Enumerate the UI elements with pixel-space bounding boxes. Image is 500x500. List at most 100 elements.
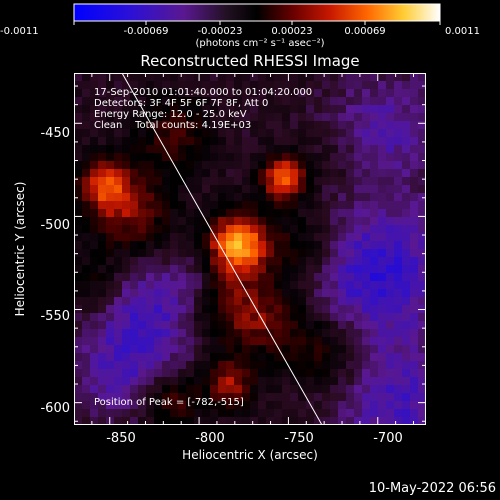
image-pixel — [178, 81, 187, 90]
image-pixel — [306, 129, 315, 138]
image-pixel — [346, 233, 355, 242]
image-pixel — [98, 409, 107, 418]
image-pixel — [90, 185, 99, 194]
image-pixel — [402, 377, 411, 386]
image-pixel — [82, 129, 91, 138]
image-pixel — [250, 409, 259, 418]
image-pixel — [114, 361, 123, 370]
image-pixel — [146, 97, 155, 106]
image-pixel — [282, 281, 291, 290]
image-pixel — [122, 161, 131, 170]
image-pixel — [82, 209, 91, 218]
image-pixel — [386, 417, 395, 425]
image-pixel — [242, 305, 251, 314]
image-pixel — [218, 417, 227, 425]
image-pixel — [138, 225, 147, 234]
image-pixel — [74, 353, 83, 362]
image-pixel — [346, 169, 355, 178]
image-pixel — [130, 321, 139, 330]
solar-image — [74, 73, 426, 425]
image-pixel — [154, 81, 163, 90]
image-pixel — [138, 145, 147, 154]
image-pixel — [362, 409, 371, 418]
image-pixel — [170, 297, 179, 306]
image-pixel — [330, 225, 339, 234]
image-pixel — [210, 321, 219, 330]
image-pixel — [122, 265, 131, 274]
image-pixel — [114, 249, 123, 258]
image-pixel — [218, 305, 227, 314]
image-pixel — [90, 289, 99, 298]
image-pixel — [362, 257, 371, 266]
image-pixel — [186, 329, 195, 338]
image-pixel — [194, 305, 203, 314]
image-pixel — [386, 201, 395, 210]
image-pixel — [322, 297, 331, 306]
image-pixel — [98, 305, 107, 314]
image-pixel — [162, 281, 171, 290]
image-pixel — [314, 369, 323, 378]
image-pixel — [378, 401, 387, 410]
image-pixel — [162, 417, 171, 425]
image-pixel — [274, 105, 283, 114]
image-pixel — [194, 153, 203, 162]
image-pixel — [106, 105, 115, 114]
image-pixel — [370, 217, 379, 226]
image-pixel — [114, 73, 123, 82]
image-pixel — [218, 241, 227, 250]
image-pixel — [354, 113, 363, 122]
image-pixel — [114, 385, 123, 394]
image-pixel — [186, 113, 195, 122]
image-pixel — [178, 305, 187, 314]
image-pixel — [162, 409, 171, 418]
image-pixel — [418, 113, 426, 122]
image-pixel — [146, 409, 155, 418]
image-pixel — [274, 113, 283, 122]
image-pixel — [122, 401, 131, 410]
image-pixel — [346, 225, 355, 234]
image-pixel — [154, 337, 163, 346]
image-pixel — [90, 385, 99, 394]
image-pixel — [354, 97, 363, 106]
image-pixel — [338, 201, 347, 210]
image-pixel — [114, 217, 123, 226]
info-detectors: Detectors: 3F 4F 5F 6F 7F 8F, Att 0 — [94, 98, 269, 109]
image-pixel — [82, 137, 91, 146]
image-pixel — [362, 233, 371, 242]
image-pixel — [82, 233, 91, 242]
image-pixel — [346, 89, 355, 98]
image-pixel — [290, 113, 299, 122]
image-pixel — [338, 177, 347, 186]
image-pixel — [154, 121, 163, 130]
image-pixel — [386, 249, 395, 258]
image-pixel — [282, 113, 291, 122]
image-pixel — [282, 265, 291, 274]
image-pixel — [410, 401, 419, 410]
image-pixel — [282, 225, 291, 234]
image-pixel — [322, 121, 331, 130]
image-pixel — [386, 377, 395, 386]
image-pixel — [274, 369, 283, 378]
image-pixel — [258, 121, 267, 130]
image-pixel — [394, 121, 403, 130]
image-pixel — [242, 137, 251, 146]
image-pixel — [178, 113, 187, 122]
image-pixel — [402, 353, 411, 362]
image-pixel — [162, 169, 171, 178]
image-pixel — [394, 89, 403, 98]
image-pixel — [402, 161, 411, 170]
image-pixel — [354, 73, 363, 82]
image-pixel — [330, 329, 339, 338]
image-pixel — [186, 105, 195, 114]
image-pixel — [386, 185, 395, 194]
image-pixel — [226, 97, 235, 106]
image-pixel — [226, 129, 235, 138]
image-pixel — [346, 417, 355, 425]
image-pixel — [98, 161, 107, 170]
image-pixel — [114, 89, 123, 98]
image-pixel — [74, 161, 83, 170]
image-pixel — [346, 161, 355, 170]
image-pixel — [106, 169, 115, 178]
image-pixel — [346, 121, 355, 130]
image-pixel — [274, 97, 283, 106]
